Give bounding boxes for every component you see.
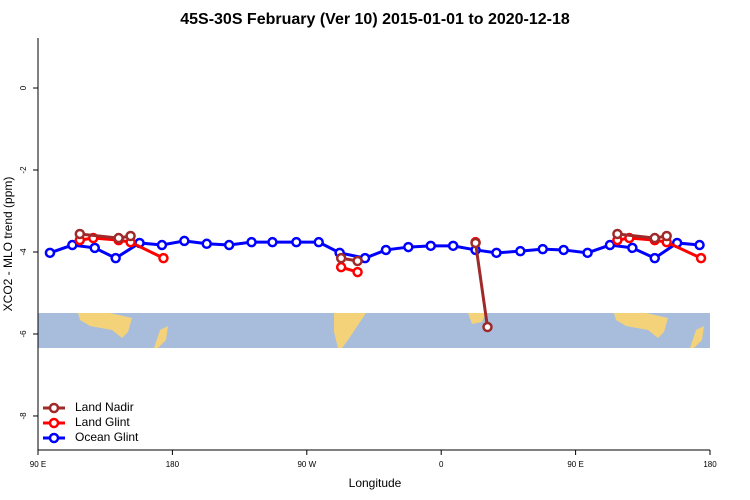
y-tick-label: 0: [19, 85, 28, 90]
data-point: [695, 252, 707, 264]
y-tick-label: -8: [19, 412, 28, 420]
x-tick-label: 180: [166, 460, 180, 469]
data-point: [335, 261, 347, 273]
data-point: [125, 230, 136, 242]
legend-label: Ocean Glint: [75, 430, 139, 444]
data-point: [352, 266, 363, 278]
y-axis-label: XCO2 - MLO trend (ppm): [1, 177, 15, 312]
data-point: [246, 236, 257, 248]
data-point: [110, 252, 121, 264]
data-point: [447, 240, 459, 252]
chart-title: 45S-30S February (Ver 10) 2015-01-01 to …: [180, 11, 570, 28]
data-point: [113, 232, 124, 244]
data-point: [201, 238, 212, 250]
legend-label: Land Nadir: [75, 400, 134, 414]
data-point: [491, 247, 502, 259]
data-point: [612, 228, 623, 240]
data-point: [515, 245, 526, 257]
legend-marker: [48, 417, 60, 429]
x-tick-label: 90 W: [297, 460, 316, 469]
data-point: [604, 239, 616, 251]
map-strip: [38, 313, 710, 348]
data-point: [223, 239, 235, 251]
data-point: [313, 236, 324, 248]
x-tick-label: 0: [439, 460, 444, 469]
data-point: [558, 244, 569, 256]
data-point: [67, 239, 78, 251]
data-point: [661, 230, 672, 242]
legend-marker: [48, 432, 60, 444]
data-point: [74, 228, 86, 240]
data-point: [267, 236, 278, 248]
data-point: [156, 239, 168, 251]
y-tick-label: -2: [19, 166, 28, 174]
data-point: [649, 232, 660, 244]
x-axis-label: Longitude: [349, 476, 402, 490]
data-point: [482, 321, 493, 333]
y-tick-label: -4: [19, 248, 28, 256]
x-tick-label: 90 E: [567, 460, 583, 469]
data-point: [179, 235, 190, 247]
data-point: [649, 252, 660, 264]
data-point: [44, 247, 56, 259]
data-point: [537, 243, 548, 255]
data-point: [470, 237, 481, 249]
data-point: [352, 255, 363, 267]
data-point: [158, 252, 169, 264]
data-point: [694, 239, 705, 251]
x-tick-label: 90 E: [30, 460, 46, 469]
data-point: [582, 247, 593, 259]
legend-marker: [48, 402, 60, 414]
legend-label: Land Glint: [75, 415, 130, 429]
data-point: [403, 241, 414, 253]
data-point: [291, 236, 302, 248]
y-tick-label: -6: [19, 330, 28, 338]
data-point: [89, 242, 100, 254]
x-tick-label: 180: [703, 460, 717, 469]
data-point: [335, 252, 347, 264]
data-point: [380, 244, 392, 256]
data-point: [425, 240, 436, 252]
data-point: [627, 242, 638, 254]
